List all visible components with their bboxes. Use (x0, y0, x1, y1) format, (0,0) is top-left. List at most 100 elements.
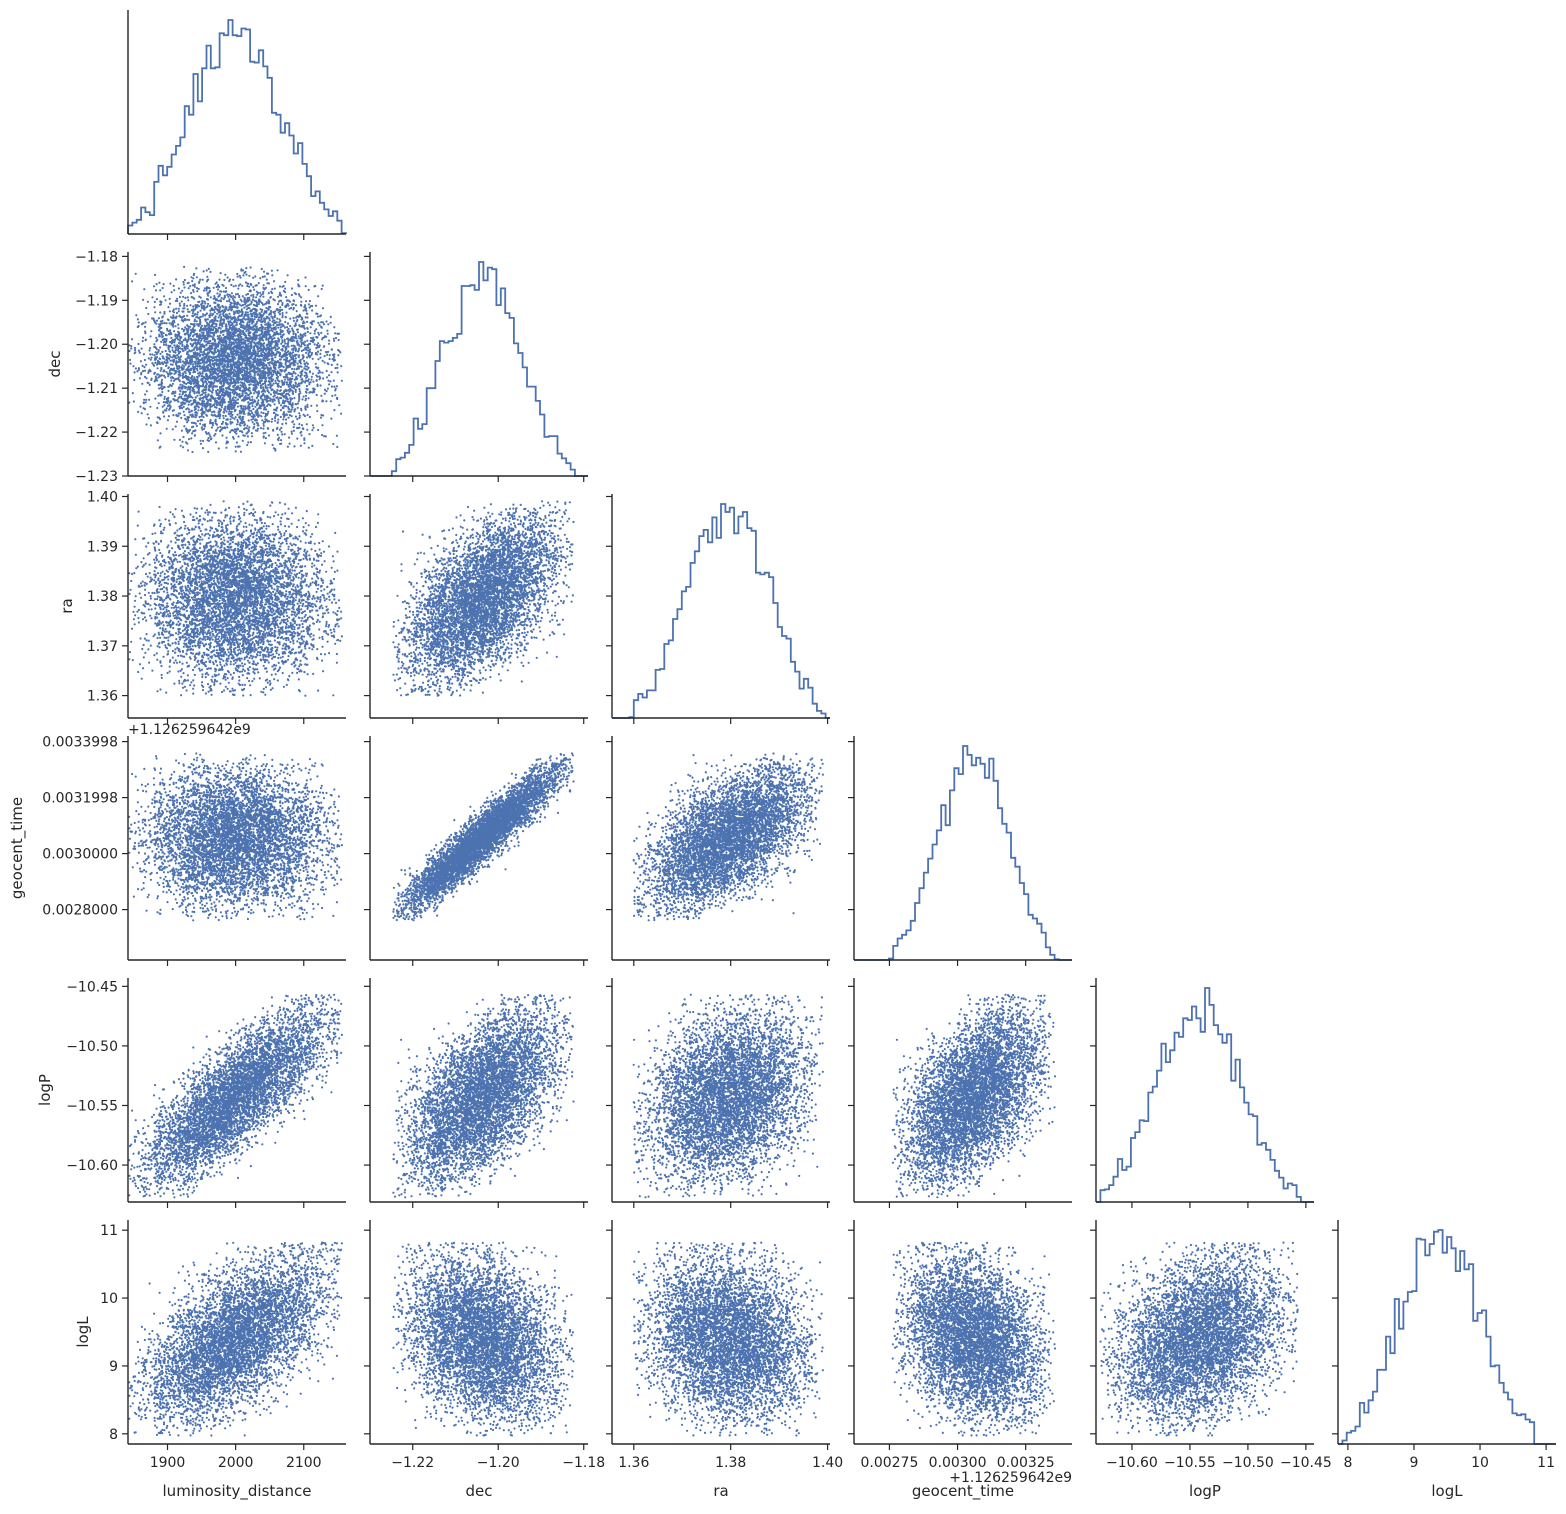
axes-5-0: 1900 2000 2100 8 9 10 11 (100, 1220, 346, 1471)
y-tick-label: −1.19 (75, 293, 118, 309)
x-offset-label-geocent_time: +1.126259642e9 (949, 1470, 1072, 1486)
x-axis-label-logP: logP (1189, 1482, 1221, 1500)
y-tick-label: 0.0028000 (42, 903, 118, 919)
scatter-panel-dec-vs-ra (392, 500, 575, 697)
scatter-points-dec-logP (392, 993, 575, 1199)
scatter-points-luminosity_distance-dec (128, 265, 343, 454)
scatter-points-luminosity_distance-logL (128, 1241, 343, 1437)
scatter-points-luminosity_distance-geocent_time (128, 752, 343, 922)
y-tick-label: 0.0033998 (42, 735, 118, 751)
scatter-points-dec-geocent_time (392, 752, 575, 922)
histogram-luminosity_distance (127, 19, 347, 234)
y-axis-label-geocent_time: geocent_time (8, 797, 27, 899)
axes-4-4 (1090, 978, 1314, 1208)
scatter-panel-geocent_time-vs-logP (891, 993, 1057, 1199)
axes-3-3 (848, 736, 1072, 966)
scatter-points-dec-ra (392, 500, 575, 697)
x-axis-label-ra: ra (713, 1482, 728, 1500)
x-tick-label: 0.00325 (997, 1455, 1055, 1471)
y-tick-label: 10 (100, 1291, 118, 1307)
scatter-panel-luminosity_distance-vs-logP (128, 993, 343, 1199)
scatter-points-dec-logL (392, 1241, 575, 1437)
scatter-panel-luminosity_distance-vs-ra (128, 500, 343, 697)
axes-1-1 (364, 252, 588, 482)
y-tick-label: −1.21 (75, 381, 118, 397)
scatter-panel-logP-vs-logL (1099, 1241, 1299, 1437)
histogram-ra (612, 503, 830, 719)
y-axis-label-logL: logL (74, 1316, 92, 1348)
axes-2-0: 1.36 1.37 1.38 1.39 1.40 (87, 489, 346, 724)
scatter-points-geocent_time-logL (891, 1241, 1057, 1437)
x-tick-label: −10.45 (1280, 1455, 1332, 1471)
y-tick-label: 0.0031998 (42, 791, 118, 807)
y-tick-label: 1.40 (87, 489, 118, 505)
y-tick-label: 0.0030000 (42, 847, 118, 863)
x-tick-label: 8 (1343, 1455, 1352, 1471)
y-tick-label: 1.36 (87, 689, 118, 705)
x-tick-label: −10.50 (1222, 1455, 1274, 1471)
x-tick-label: 1.38 (715, 1455, 746, 1471)
x-tick-label: 9 (1410, 1455, 1419, 1471)
axes-5-3: 0.00275 0.00300 0.00325 (848, 1220, 1072, 1471)
axes-3-2 (606, 736, 830, 966)
x-tick-label: 2100 (286, 1455, 322, 1471)
y-tick-label: −10.55 (66, 1098, 118, 1114)
y-tick-label: 11 (100, 1223, 118, 1239)
y-tick-label: 8 (109, 1427, 118, 1443)
y-tick-label: −10.50 (66, 1039, 118, 1055)
y-axis-label-ra: ra (58, 598, 76, 613)
y-tick-label: −10.45 (66, 979, 118, 995)
y-tick-label: −10.60 (66, 1158, 118, 1174)
scatter-panel-luminosity_distance-vs-logL (128, 1241, 343, 1437)
scatter-panel-ra-vs-geocent_time (632, 752, 824, 922)
axes-5-5: 8 9 10 11 (1332, 1220, 1556, 1471)
scatter-panel-dec-vs-logL (392, 1241, 575, 1437)
x-axis-label-logL: logL (1431, 1482, 1463, 1500)
y-tick-label: −1.23 (75, 469, 118, 485)
x-tick-label: 0.00275 (860, 1455, 918, 1471)
axes-0-0 (127, 10, 346, 240)
axes-4-0: −10.60 −10.55 −10.50 −10.45 (66, 978, 346, 1208)
scatter-points-ra-logL (632, 1241, 824, 1437)
x-tick-label: −10.60 (1106, 1455, 1158, 1471)
y-axis-label-logP: logP (36, 1074, 54, 1106)
scatter-panel-luminosity_distance-vs-geocent_time (128, 752, 343, 922)
x-axis-label-luminosity_distance: luminosity_distance (163, 1482, 312, 1501)
x-axis-label-dec: dec (466, 1482, 493, 1500)
histogram-logP (1096, 987, 1314, 1203)
y-tick-label: −1.22 (75, 425, 118, 441)
y-tick-label: 1.37 (87, 639, 118, 655)
histogram-dec (370, 261, 588, 477)
histogram-logL (1338, 1229, 1556, 1445)
x-tick-label: 2000 (218, 1455, 254, 1471)
axes-2-2 (606, 494, 830, 724)
scatter-points-ra-logP (632, 993, 824, 1199)
scatter-panel-ra-vs-logP (632, 993, 824, 1199)
scatter-panel-luminosity_distance-vs-dec (128, 265, 343, 454)
scatter-points-logP-logL (1099, 1241, 1299, 1437)
x-tick-label: −1.20 (477, 1455, 520, 1471)
scatter-panel-geocent_time-vs-logL (891, 1241, 1057, 1437)
scatter-panel-ra-vs-logL (632, 1241, 824, 1437)
axes-4-2 (606, 978, 830, 1208)
y-tick-label: −1.20 (75, 337, 118, 353)
axes-5-4: −10.60 −10.55 −10.50 −10.45 (1090, 1220, 1332, 1471)
axes-1-0: −1.23 −1.22 −1.21 −1.20 −1.19 −1.18 (75, 249, 346, 485)
axes-4-3 (848, 978, 1072, 1208)
axes-4-1 (364, 978, 588, 1208)
y-tick-label: 1.38 (87, 589, 118, 605)
x-tick-label: 11 (1537, 1455, 1555, 1471)
x-tick-label: 0.00300 (929, 1455, 987, 1471)
scatter-points-luminosity_distance-logP (128, 993, 343, 1199)
axes-2-1 (364, 494, 588, 724)
y-offset-label-geocent_time: +1.126259642e9 (128, 722, 251, 738)
axes-3-1 (364, 736, 588, 966)
y-tick-label: 1.39 (87, 539, 118, 555)
axes-5-2: 1.36 1.38 1.40 (606, 1220, 843, 1471)
scatter-points-luminosity_distance-ra (128, 500, 343, 697)
y-tick-label: 9 (109, 1359, 118, 1375)
axes-3-0: 0.0028000 0.0030000 0.0031998 0.0033998 (42, 735, 346, 966)
x-tick-label: −1.22 (391, 1455, 434, 1471)
y-axis-label-dec: dec (46, 351, 64, 378)
